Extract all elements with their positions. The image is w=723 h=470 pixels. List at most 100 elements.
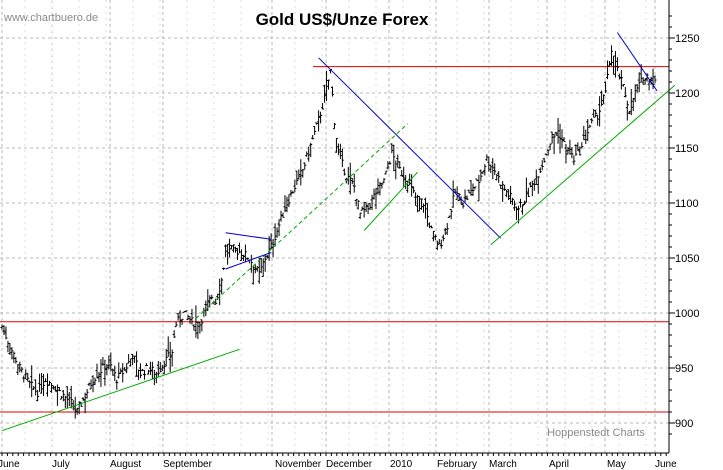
price-bar [552,133,556,155]
y-tick-label: 900 [675,418,693,430]
price-bar [629,88,633,116]
price-bar [220,277,224,294]
price-bar [255,265,259,272]
price-bar [518,198,522,208]
price-bar [16,364,20,375]
price-bar [293,179,297,193]
price-bar [382,178,386,184]
price-bar [271,238,275,258]
price-bar [97,371,101,383]
price-bar [26,372,30,382]
price-bar [511,197,515,206]
price-bar [184,310,188,313]
x-tick-label: December [326,459,373,470]
price-bar [497,171,501,183]
price-bar [53,385,57,392]
price-bar [485,154,489,161]
price-bar [336,143,340,156]
price-bar [178,310,182,328]
price-bar [604,81,608,93]
price-bar [606,60,610,80]
price-bar [81,397,85,401]
price-bar [503,184,507,191]
price-bar [192,324,196,331]
price-bar [317,110,321,132]
price-bar [291,190,295,194]
price-bar [83,392,87,414]
price-bar [139,363,143,379]
price-bar [135,351,139,377]
price-bar [441,234,445,242]
price-bar [526,187,530,197]
x-tick-label: June [655,459,677,470]
x-axis-ticks: June July August September November December 2… [0,459,677,470]
price-bar [125,363,129,374]
price-bar [119,368,123,375]
price-bar [28,380,32,389]
price-bar [133,355,137,363]
price-bar [364,202,368,213]
price-bar [358,212,362,219]
price-bar [140,368,144,371]
price-bar [44,378,48,383]
price-bar [580,142,584,149]
price-bar [186,314,190,320]
price-bar [473,186,477,190]
price-bar [42,373,46,397]
price-bar [505,189,509,198]
price-bar [101,356,105,366]
price-bar [176,313,180,321]
price-bar [449,208,453,220]
price-bar [633,84,637,103]
price-bar [99,359,103,387]
price-bar [303,162,307,170]
price-bar [481,171,485,175]
price-bar [49,382,53,393]
price-bar [439,239,443,249]
y-axis-ticks: 900 950 1000 1050 1100 1150 1200 1250 [675,33,699,430]
price-bar [325,70,329,101]
price-bar [499,184,503,189]
price-bar [309,142,313,158]
price-bar [95,363,99,379]
price-bar [267,236,271,261]
price-bar [281,212,285,218]
price-bar [586,119,590,142]
price-bar [590,118,594,124]
price-bar [204,300,208,317]
price-bar [222,267,226,271]
price-bar [24,369,28,380]
price-bar [230,244,234,250]
price-bar [653,75,657,84]
price-bar [73,396,77,419]
price-bar [374,188,378,210]
price-bar [111,368,115,376]
price-bar [455,186,459,200]
price-bar [283,195,287,213]
price-bar [643,78,647,85]
price-bar [544,153,548,156]
chart-title: Gold US$/Unze Forex [256,10,429,29]
price-bar [384,170,388,175]
price-bar [115,379,119,390]
price-bar [67,391,71,407]
x-tick-label: 2010 [390,459,413,470]
price-bar [447,215,451,218]
price-bar [582,125,586,141]
price-bar [168,341,172,373]
price-bar [334,137,338,153]
y-tick-label: 1050 [675,253,699,265]
price-bar [564,143,568,164]
price-bar [625,100,629,121]
price-bar [501,181,505,202]
trend-line-dashed [195,123,409,319]
price-bar [647,80,651,91]
price-bar [277,219,281,237]
price-bar [435,240,439,250]
price-bar [443,227,447,236]
price-bar [10,347,14,360]
price-bar [113,365,117,382]
price-bar [93,377,97,386]
price-bar [627,110,631,115]
price-bar [20,366,24,373]
